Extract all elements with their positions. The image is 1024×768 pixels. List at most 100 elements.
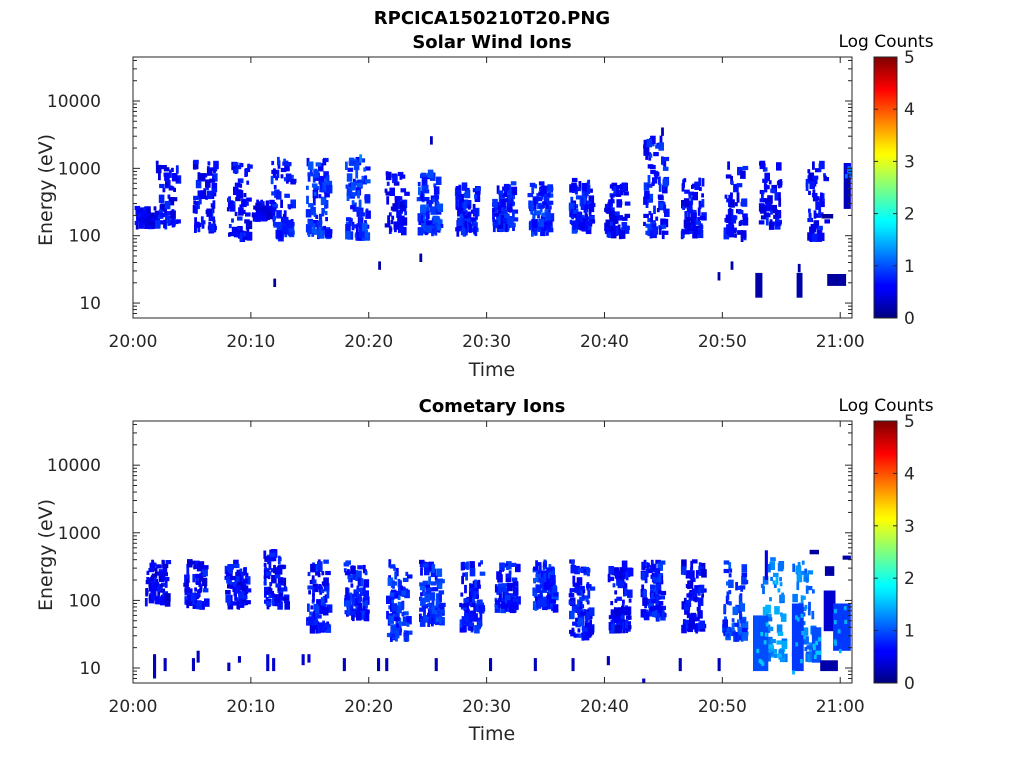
count-cell: [365, 179, 371, 184]
count-block: [820, 660, 838, 672]
count-cell: [613, 607, 617, 616]
count-cell: [195, 205, 198, 214]
x-tick-label: 20:20: [344, 332, 393, 352]
count-cell: [573, 220, 579, 229]
count-cell: [577, 606, 583, 615]
count-cell: [429, 564, 436, 573]
count-cell: [542, 566, 546, 571]
count-cell: [726, 627, 730, 632]
count-cell: [282, 565, 286, 570]
count-cell: [497, 220, 504, 229]
count-cell: [535, 604, 542, 609]
count-cell: [253, 212, 259, 217]
count-cell: [611, 186, 615, 191]
count-cell: [646, 565, 650, 570]
count-cell: [812, 643, 816, 648]
count-cell: [533, 601, 537, 606]
count-cell: [315, 625, 319, 634]
count-cell: [271, 160, 275, 166]
count-cell: [171, 219, 175, 228]
count-cell: [504, 213, 510, 218]
count-cell: [193, 195, 199, 200]
count-cell: [647, 175, 651, 184]
count-cell: [196, 580, 199, 585]
count-cell: [422, 563, 429, 568]
count-cell: [313, 191, 317, 196]
count-cell: [350, 565, 356, 575]
count-cell: [618, 190, 621, 195]
count-cell: [163, 570, 166, 575]
count-cell: [770, 576, 773, 581]
count-cell: [479, 571, 486, 576]
count-cell: [651, 572, 655, 577]
count-cell: [264, 207, 271, 212]
count-cell: [768, 180, 772, 185]
count-cell: [724, 616, 727, 621]
count-cell: [655, 578, 662, 583]
count-cell: [545, 186, 549, 191]
count-cell: [737, 166, 743, 176]
count-cell: [363, 167, 367, 172]
count-cell: [808, 601, 811, 611]
count-cell: [773, 583, 777, 588]
count-cell: [268, 561, 272, 570]
count-cell: [465, 572, 468, 581]
count-cell: [501, 210, 508, 215]
count-cell: [425, 587, 432, 597]
count-cell: [402, 616, 409, 625]
count-cell: [394, 616, 400, 622]
x-ticks: 20:00 20:10 20:20 20:30 20:40 20:50 21:00: [109, 421, 865, 717]
count-cell: [398, 617, 402, 626]
count-cell: [610, 203, 613, 212]
count-cell: [212, 219, 216, 225]
count-cell: [605, 208, 611, 213]
count-cell: [167, 215, 171, 225]
count-cell: [276, 566, 283, 575]
count-cell: [569, 588, 576, 593]
y-tick-label: 10000: [47, 456, 101, 476]
count-cell: [422, 580, 429, 585]
count-cell: [658, 195, 664, 201]
count-cell: [229, 572, 233, 581]
count-cell: [610, 194, 614, 203]
count-cell: [770, 557, 776, 562]
count-cell: [186, 567, 190, 577]
count-cell: [310, 563, 316, 573]
count-cell: [154, 213, 160, 222]
count-cell: [644, 190, 650, 200]
count-cell: [739, 221, 742, 226]
count-cell: [768, 648, 775, 653]
count-cell: [643, 147, 649, 156]
count-cell: [469, 598, 475, 603]
count-cell: [583, 208, 587, 213]
count-cell: [580, 197, 584, 207]
count-cell: [362, 599, 368, 608]
count-cell: [324, 204, 327, 209]
count-cell: [161, 165, 167, 170]
count-cell: [349, 194, 355, 199]
count-cell: [355, 180, 359, 185]
count-cell: [150, 217, 157, 222]
count-cell: [506, 561, 512, 570]
count-cell: [742, 627, 748, 633]
count-cell: [622, 606, 626, 616]
count-cell: [818, 206, 822, 215]
count-cell: [307, 571, 311, 577]
count-cell: [397, 591, 401, 600]
count-cell: [756, 648, 760, 654]
count-cell: [661, 610, 665, 619]
count-cell: [552, 592, 559, 597]
count-cell: [660, 575, 664, 584]
count-cell: [459, 619, 463, 628]
count-cell: [354, 206, 360, 211]
count-cell: [506, 202, 510, 207]
count-cell: [324, 193, 330, 198]
colorbar-tick-label: 0: [904, 674, 915, 694]
count-cell: [510, 220, 514, 225]
count-cell: [588, 625, 594, 635]
count-cell: [690, 196, 694, 205]
count-cell: [503, 217, 510, 222]
count-cell: [575, 204, 579, 209]
count-cell: [465, 218, 471, 227]
